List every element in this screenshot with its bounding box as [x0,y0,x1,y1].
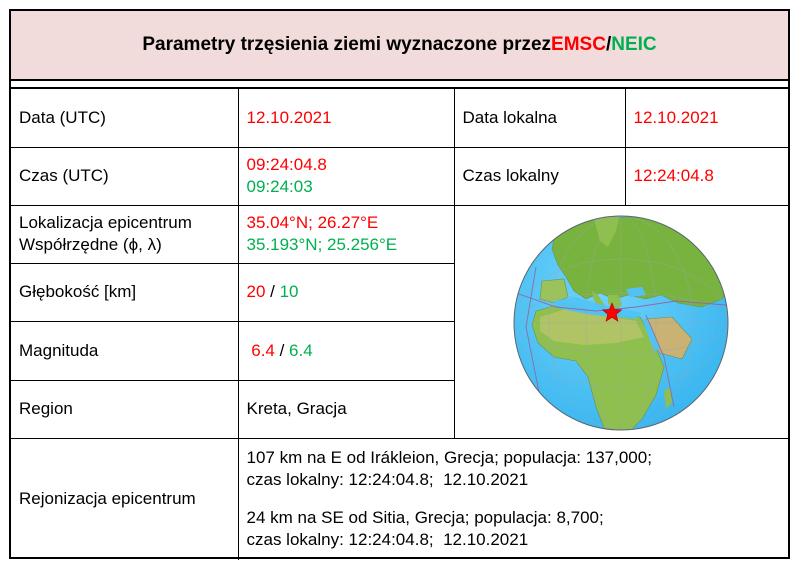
table-row: Magnituda 6.4 / 6.4 [11,320,788,381]
value-czas-lokalny: 12:24:04.8 [624,146,788,206]
label-data-lokalna: Data lokalna [453,87,626,148]
globe-cell [453,204,788,439]
glebokosc-emsc: 20 [246,282,266,301]
value-glebokosc: 20 / 10 [237,262,454,322]
rejonizacja-entry-1-line2: czas lokalny: 12:24:04.8; 12.10.2021 [246,470,529,490]
value-data-utc: 12.10.2021 [237,87,455,148]
magnituda-neic: 6.4 [289,340,313,360]
table-row: Czas (UTC) 09:24:04.8 09:24:03 Czas loka… [11,146,788,206]
magnituda-separator: / [274,340,290,360]
lokalizacja-neic: 35.193°N; 25.256°E [246,235,398,254]
label-data-utc: Data (UTC) [11,87,239,148]
magnituda-emsc: 6.4 [251,340,275,360]
title-prefix: Parametry trzęsienia ziemi wyznaczone pr… [142,34,552,55]
star-icon [601,301,623,322]
label-magnituda: Magnituda [11,320,239,381]
rejonizacja-entry-2-line2: czas lokalny: 12:24:04.8; 12.10.2021 [246,530,529,550]
glebokosc-neic: 10 [279,282,299,301]
table-row: Głębokość [km] 20 / 10 [11,262,788,322]
czas-utc-neic: 09:24:03 [246,177,313,196]
earthquake-parameters-panel: Parametry trzęsienia ziemi wyznaczone pr… [9,9,790,560]
label-lokalizacja-line2: Współrzędne (ϕ, λ) [19,235,162,254]
label-czas-utc: Czas (UTC) [11,146,239,206]
rejonizacja-entry-1-line1: 107 km na E od Irákleion, Grecja; popula… [246,448,652,468]
rejonizacja-entry-2-line1: 24 km na SE od Sitia, Grecja; populacja:… [246,508,604,528]
value-czas-utc: 09:24:04.8 09:24:03 [237,146,455,206]
value-magnituda: 6.4 / 6.4 [237,320,454,381]
table-row: Region Kreta, Gracja [11,379,788,439]
table-row: Rejonizacja epicentrum 107 km na E od Ir… [11,437,788,560]
lokalizacja-emsc: 35.04°N; 26.27°E [246,213,379,232]
plate-boundaries [516,266,727,407]
value-lokalizacja: 35.04°N; 26.27°E 35.193°N; 25.256°E [237,204,455,264]
table-row: Data (UTC) 12.10.2021 Data lokalna 12.10… [11,87,788,148]
title-neic: NEIC [611,34,657,55]
label-rejonizacja: Rejonizacja epicentrum [11,437,239,560]
rejonizacja-entry-1: 107 km na E od Irákleion, Grecja; popula… [247,443,781,495]
globe-map [513,215,729,430]
panel-title: Parametry trzęsienia ziemi wyznaczone pr… [11,11,788,81]
rejonizacja-entry-2: 24 km na SE od Sitia, Grecja; populacja:… [247,503,781,555]
graticule-lines [514,215,729,430]
table-row: Lokalizacja epicentrum Współrzędne (ϕ, λ… [11,204,788,439]
value-rejonizacja: 107 km na E od Irákleion, Grecja; popula… [237,437,788,560]
czas-utc-emsc: 09:24:04.8 [246,155,327,174]
glebokosc-separator: / [265,282,280,301]
label-region: Region [11,379,239,439]
label-czas-lokalny: Czas lokalny [453,146,626,206]
label-glebokosc: Głębokość [km] [11,262,239,322]
title-slash: / [605,34,612,55]
globe-land [514,215,729,430]
parameters-table: Data (UTC) 12.10.2021 Data lokalna 12.10… [11,87,788,560]
value-data-lokalna: 12.10.2021 [624,87,788,148]
label-lokalizacja: Lokalizacja epicentrum Współrzędne (ϕ, λ… [11,204,239,264]
label-lokalizacja-line1: Lokalizacja epicentrum [19,213,192,232]
value-region: Kreta, Gracja [237,379,454,439]
title-emsc: EMSC [551,34,606,55]
